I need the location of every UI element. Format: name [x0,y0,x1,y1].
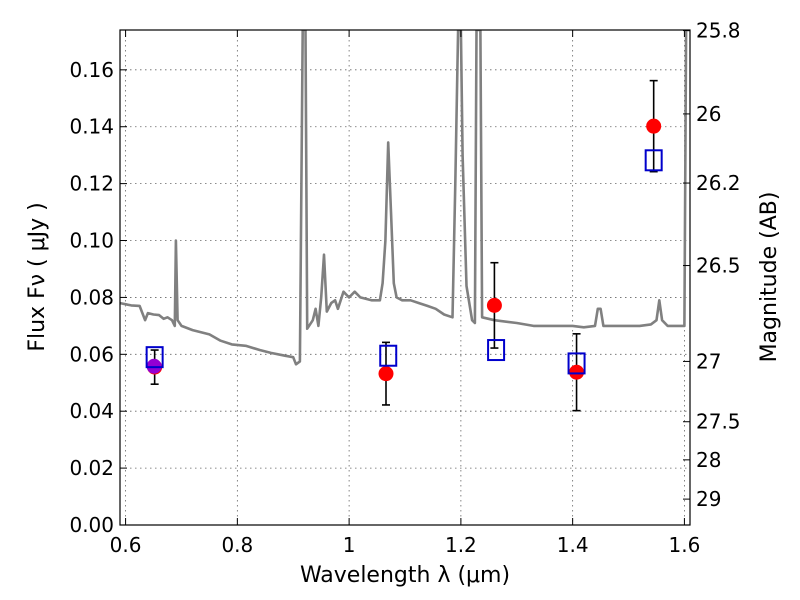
model-point [145,346,164,369]
y-tick-label: 0.00 [69,513,114,537]
y2-tick-label: 26 [696,102,721,126]
y2-axis-title: Magnitude (AB) [757,192,782,363]
y-tick-label: 0.08 [69,285,114,309]
y-tick-label: 0.14 [69,115,114,139]
photometry-point [486,297,502,313]
y2-tick-label: 25.8 [696,19,741,43]
photometry-point [378,366,394,382]
photometry-point [646,118,662,134]
plot-frame [119,29,691,526]
y2-tick-label: 27 [696,349,721,373]
y2-tick-label: 26.5 [696,254,741,278]
y-tick-label: 0.04 [69,399,114,423]
x-tick-label: 1.6 [669,533,701,557]
model-point [379,344,398,367]
grid-lines [120,30,690,525]
y-tick-label: 0.16 [69,58,114,82]
plot-area [120,30,690,412]
y-tick-label: 0.06 [69,342,114,366]
model-point [644,149,663,172]
y2-tick-label: 27.5 [696,410,741,434]
spectrum-line [120,30,690,366]
y-tick-label: 0.12 [69,172,114,196]
axis-ticks: 0.6 0.8 1 1.2 1.4 1.6 0.00 0.02 0.04 0.06 0.08 0.10… [69,19,740,557]
y2-tick-label: 26.2 [696,171,741,195]
x-tick-label: 0.8 [221,533,253,557]
model-point [567,352,586,375]
photometry-point [569,364,585,380]
y-tick-label: 0.10 [69,229,114,253]
y-axis-title: Flux Fν ( μJy ) [25,202,50,351]
model-point [487,339,506,362]
y2-tick-label: 29 [696,487,721,511]
y2-tick-label: 28 [696,448,721,472]
y-tick-label: 0.02 [69,456,114,480]
x-axis-title: Wavelength λ (μm) [300,563,510,588]
x-tick-label: 1 [343,533,356,557]
x-tick-label: 1.4 [557,533,589,557]
plot-background [120,30,690,525]
x-tick-label: 0.6 [110,533,142,557]
x-tick-label: 1.2 [445,533,477,557]
